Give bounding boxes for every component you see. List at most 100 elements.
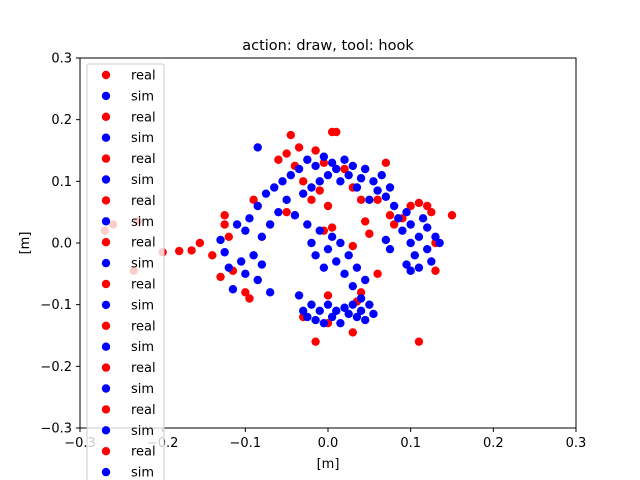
- scatter-point-real-27: [323, 201, 333, 211]
- scatter-point-real-15: [245, 294, 254, 303]
- scatter-point-real-11: [220, 220, 229, 229]
- x-tick-label-6: 0.3: [566, 436, 587, 451]
- scatter-point-sim-15: [265, 220, 275, 229]
- scatter-point-sim-59: [435, 238, 444, 248]
- scatter-point-real-21: [294, 143, 304, 152]
- scatter-point-sim-81: [323, 300, 333, 309]
- scatter-point-sim-68: [340, 269, 349, 279]
- scatter-point-real-48: [311, 337, 320, 346]
- scatter-point-sim-20: [286, 170, 295, 180]
- scatter-point-real-19: [286, 130, 295, 140]
- scatter-point-real-42: [423, 201, 432, 211]
- legend-label-14: real: [131, 361, 156, 376]
- legend-marker-7: [101, 217, 111, 226]
- legend-label-1: sim: [131, 89, 154, 104]
- y-tick-label-4: 0.1: [51, 175, 72, 190]
- scatter-point-sim-40: [369, 177, 378, 186]
- scatter-point-sim-89: [356, 306, 366, 316]
- scatter-point-sim-50: [406, 220, 415, 229]
- scatter-point-real-38: [389, 220, 399, 229]
- scatter-point-sim-86: [344, 309, 353, 319]
- scatter-point-sim-44: [385, 183, 395, 192]
- scatter-point-sim-45: [389, 201, 399, 211]
- scatter-point-sim-67: [336, 238, 345, 248]
- legend-marker-16: [101, 405, 111, 414]
- scatter-point-real-49: [348, 328, 357, 337]
- scatter-point-sim-31: [332, 164, 341, 174]
- scatter-point-sim-10: [249, 251, 258, 260]
- scatter-point-sim-35: [348, 161, 357, 171]
- scatter-point-real-16: [249, 195, 258, 205]
- scatter-point-sim-98: [402, 260, 411, 269]
- scatter-point-sim-65: [327, 232, 337, 242]
- legend-label-7: sim: [131, 215, 154, 230]
- legend-marker-8: [101, 238, 111, 247]
- scatter-point-sim-2: [220, 248, 229, 257]
- scatter-point-sim-0: [253, 143, 262, 152]
- legend-label-3: sim: [131, 131, 154, 146]
- scatter-point-real-5: [175, 246, 184, 256]
- legend-marker-2: [101, 112, 111, 122]
- scatter-point-real-41: [414, 198, 424, 208]
- legend-label-12: real: [131, 319, 156, 334]
- scatter-point-sim-87: [348, 300, 357, 309]
- legend-marker-17: [101, 426, 111, 435]
- scatter-point-sim-78: [311, 315, 320, 325]
- y-axis: −0.3 −0.2 −0.1 0.0 0.1 0.2 0.3: [40, 52, 80, 437]
- scatter-point-sim-77: [307, 300, 316, 309]
- scatter-point-sim-69: [344, 251, 353, 260]
- legend-box: [86, 63, 165, 480]
- legend-label-11: sim: [131, 298, 154, 313]
- points-layer: [100, 127, 457, 346]
- scatter-point-sim-70: [348, 281, 357, 291]
- legend-label-5: sim: [131, 173, 154, 188]
- legend: real sim real sim real sim real sim real sim real s…: [86, 63, 165, 480]
- scatter-point-sim-57: [427, 257, 436, 266]
- y-tick-label-0: −0.3: [40, 422, 72, 437]
- scatter-point-sim-17: [274, 207, 283, 217]
- scatter-point-real-55: [327, 223, 337, 232]
- legend-marker-14: [101, 363, 111, 372]
- legend-marker-6: [101, 196, 111, 205]
- scatter-point-sim-73: [361, 275, 370, 285]
- y-tick-label-5: 0.2: [51, 113, 72, 128]
- scatter-point-sim-94: [294, 291, 304, 300]
- legend-marker-1: [101, 91, 111, 101]
- legend-label-16: real: [131, 403, 156, 418]
- scatter-point-real-6: [187, 246, 196, 255]
- scatter-point-sim-64: [323, 244, 333, 254]
- scatter-point-real-56: [348, 241, 357, 251]
- y-axis-label: [m]: [18, 232, 33, 255]
- y-tick-label-2: −0.1: [40, 298, 72, 313]
- scatter-point-sim-99: [406, 266, 415, 275]
- scatter-point-sim-32: [336, 177, 345, 186]
- scatter-point-sim-47: [398, 226, 407, 235]
- legend-marker-18: [101, 447, 111, 456]
- scatter-point-sim-34: [344, 170, 353, 180]
- scatter-point-real-47: [414, 337, 424, 346]
- scatter-point-sim-36: [352, 183, 362, 192]
- scatter-point-sim-79: [315, 306, 324, 316]
- scatter-point-sim-48: [402, 207, 411, 217]
- legend-marker-10: [101, 279, 111, 289]
- scatter-point-sim-49: [406, 238, 415, 248]
- scatter-point-real-43: [427, 207, 436, 217]
- scatter-point-sim-88: [352, 312, 362, 322]
- scatter-point-sim-63: [319, 263, 329, 272]
- legend-label-10: real: [131, 278, 156, 293]
- scatter-point-real-26: [319, 158, 329, 168]
- legend-label-9: sim: [131, 257, 154, 272]
- scatter-point-sim-33: [340, 155, 349, 164]
- scatter-point-sim-22: [294, 164, 304, 174]
- legend-label-13: sim: [131, 340, 154, 355]
- scatter-point-sim-29: [323, 170, 333, 180]
- legend-label-19: sim: [131, 466, 154, 480]
- scatter-point-sim-84: [336, 318, 345, 328]
- legend-label-6: real: [131, 194, 156, 209]
- legend-marker-19: [101, 467, 111, 477]
- legend-label-15: sim: [131, 382, 154, 397]
- scatter-point-sim-90: [361, 315, 370, 325]
- y-tick-label-1: −0.2: [40, 360, 72, 375]
- scatter-point-sim-42: [377, 170, 386, 180]
